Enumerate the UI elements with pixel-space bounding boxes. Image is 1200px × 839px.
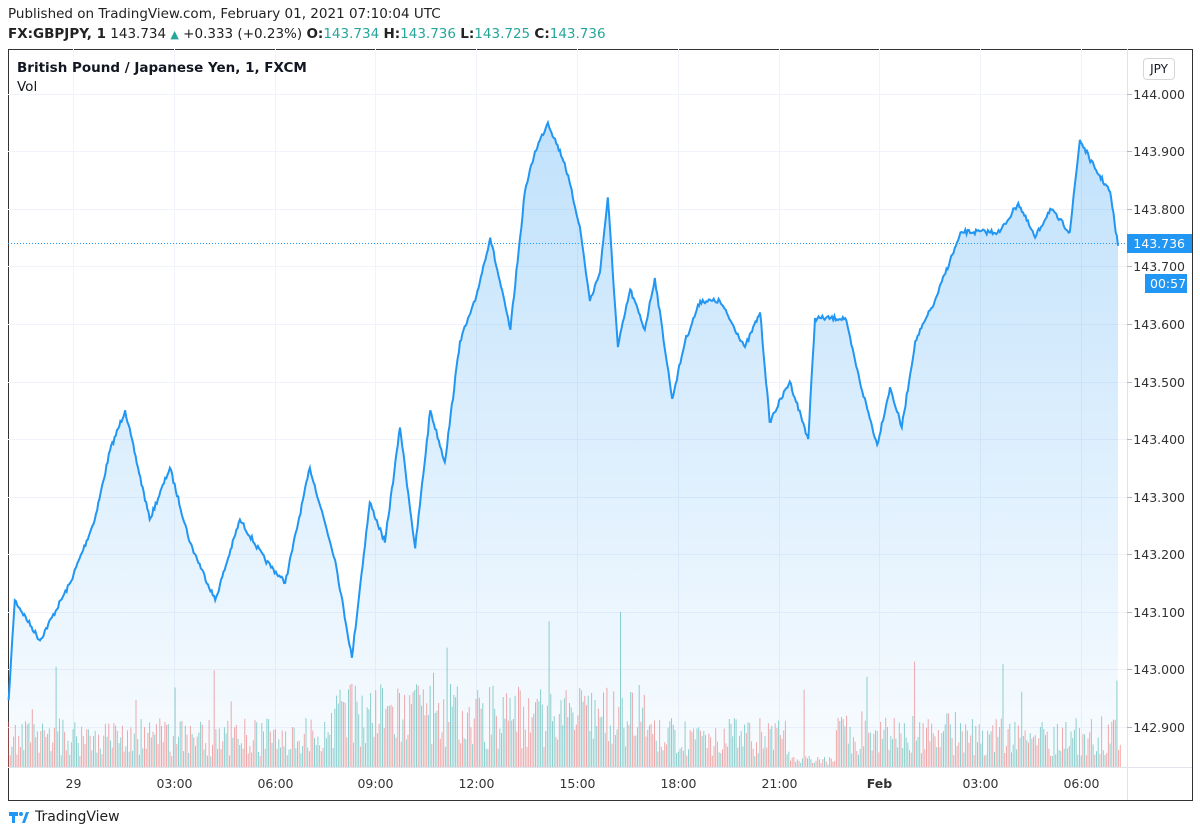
tradingview-logo[interactable]: TradingView xyxy=(8,809,120,825)
price-tick-label: 142.900 xyxy=(1133,720,1185,735)
low-label: L: xyxy=(460,26,475,42)
published-note: Published on TradingView.com, February 0… xyxy=(8,6,441,22)
time-tick-label: 15:00 xyxy=(559,776,595,791)
chart-frame xyxy=(8,49,1193,801)
time-tick-label: 21:00 xyxy=(761,776,797,791)
time-tick-label: 18:00 xyxy=(660,776,696,791)
currency-button[interactable]: JPY xyxy=(1143,58,1175,80)
time-tick-label: 06:00 xyxy=(257,776,293,791)
price-tick-label: 143.300 xyxy=(1133,490,1185,505)
low-value: 143.725 xyxy=(474,26,531,42)
tradingview-logo-icon xyxy=(9,812,29,823)
price-axis[interactable]: 144.000 143.900 143.800 143.700 143.600 143.5… xyxy=(1127,87,1185,735)
time-tick-label: Feb xyxy=(867,776,893,791)
bar-countdown-label: 00:57 xyxy=(1150,276,1186,291)
price-tick-label: 143.600 xyxy=(1133,317,1185,332)
volume-bar xyxy=(8,721,9,767)
symbol-name: FX:GBPJPY, 1 xyxy=(8,26,106,42)
price-area-fill xyxy=(8,122,1119,768)
price-tick-label: 143.700 xyxy=(1133,259,1185,274)
price-change: +0.333 (+0.23%) xyxy=(183,26,303,42)
price-tick-label: 143.500 xyxy=(1133,375,1185,390)
price-line xyxy=(7,119,1119,701)
triangle-up-icon: ▲ xyxy=(170,28,179,41)
current-price-marker: 143.736 00:57 xyxy=(1127,234,1192,293)
high-value: 143.736 xyxy=(400,26,456,42)
time-axis[interactable]: 29 03:00 06:00 09:00 12:00 15:00 18:00 21:00 Feb… xyxy=(66,776,1100,791)
last-price: 143.734 xyxy=(110,26,167,42)
volume-bar xyxy=(1119,744,1121,767)
time-tick-label: 29 xyxy=(66,776,82,791)
volume-legend: Vol xyxy=(17,79,38,95)
price-tick-label: 143.100 xyxy=(1133,605,1185,620)
price-tick-label: 143.200 xyxy=(1133,547,1185,562)
high-label: H: xyxy=(383,26,401,42)
tradingview-brand: TradingView xyxy=(35,809,120,825)
close-label: C: xyxy=(534,26,550,42)
time-tick-label: 03:00 xyxy=(156,776,192,791)
time-tick-label: 12:00 xyxy=(458,776,494,791)
price-tick-label: 143.800 xyxy=(1133,202,1185,217)
price-tick-label: 144.000 xyxy=(1133,87,1185,102)
time-tick-label: 09:00 xyxy=(357,776,393,791)
time-tick-label: 06:00 xyxy=(1063,776,1099,791)
close-value: 143.736 xyxy=(549,26,606,42)
symbol-info-bar: FX:GBPJPY, 1 143.734 ▲ +0.333 (+0.23%) O… xyxy=(8,26,606,42)
open-value: 143.734 xyxy=(323,26,380,42)
price-tick-label: 143.000 xyxy=(1133,662,1185,677)
volume-bar xyxy=(1118,749,1120,767)
chart-title: British Pound / Japanese Yen, 1, FXCM xyxy=(17,60,307,76)
price-tick-label: 143.900 xyxy=(1133,144,1185,159)
price-tick-label: 143.400 xyxy=(1133,432,1185,447)
current-price-label: 143.736 xyxy=(1133,236,1185,251)
open-label: O: xyxy=(306,26,324,42)
time-tick-label: 03:00 xyxy=(962,776,998,791)
